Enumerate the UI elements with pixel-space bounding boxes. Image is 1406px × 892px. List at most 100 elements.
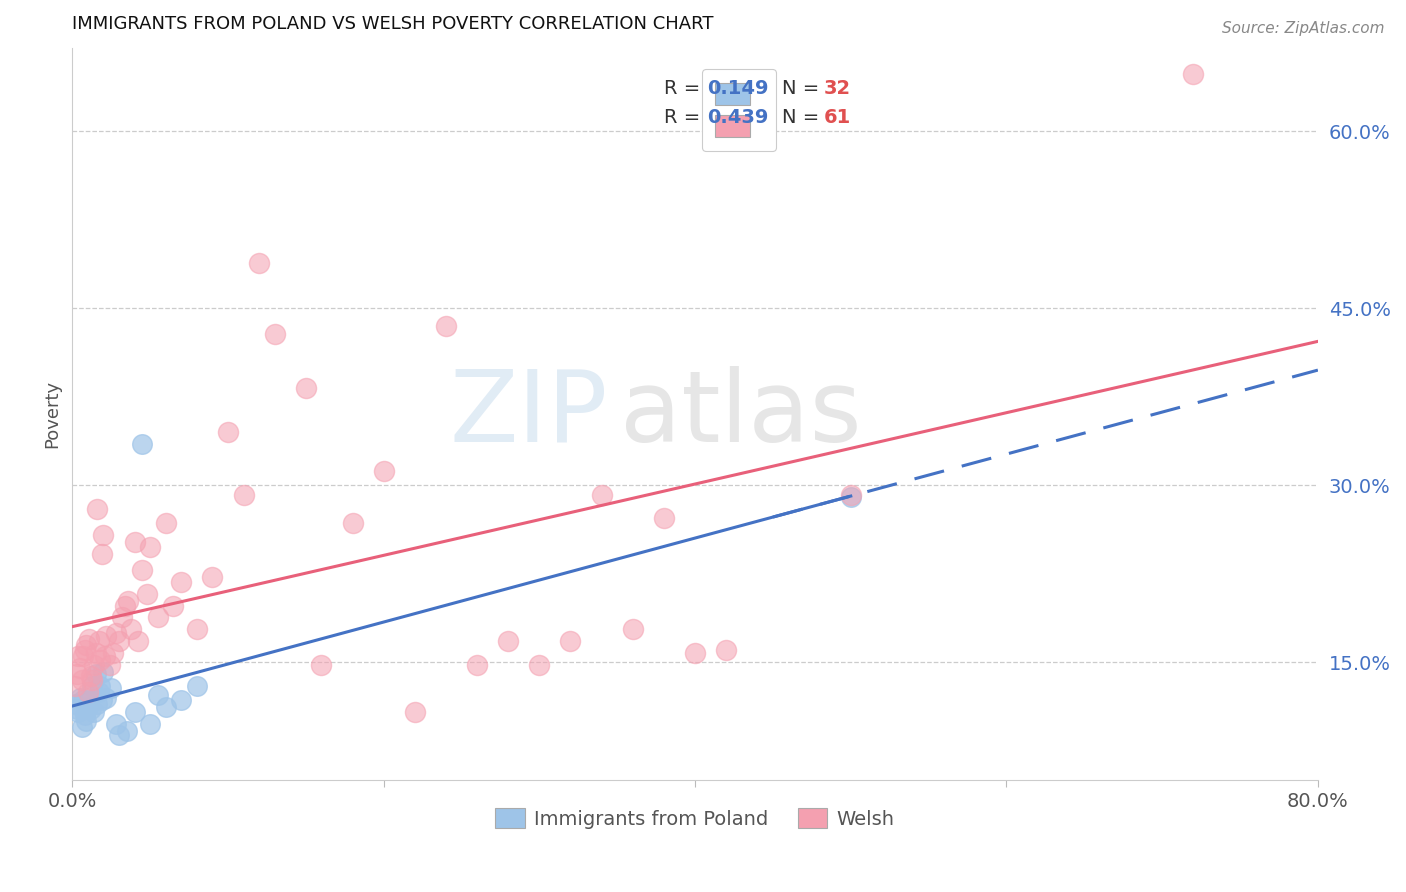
Point xyxy=(66,667,89,681)
Point xyxy=(131,563,153,577)
Point xyxy=(104,625,127,640)
Point xyxy=(73,708,96,723)
Point xyxy=(683,646,706,660)
Point xyxy=(621,622,644,636)
Point xyxy=(72,649,94,664)
Point xyxy=(67,649,90,664)
Point xyxy=(139,540,162,554)
Point xyxy=(89,653,111,667)
Text: 0.439: 0.439 xyxy=(707,109,769,128)
Point xyxy=(108,728,131,742)
Point xyxy=(83,657,105,672)
Y-axis label: Poverty: Poverty xyxy=(44,380,60,449)
Point xyxy=(263,327,285,342)
Point xyxy=(82,679,104,693)
Point xyxy=(311,657,333,672)
Point xyxy=(162,599,184,613)
Point xyxy=(124,534,146,549)
Point xyxy=(404,705,426,719)
Text: 0.149: 0.149 xyxy=(707,79,769,98)
Point xyxy=(217,425,239,439)
Point xyxy=(104,716,127,731)
Point xyxy=(87,634,110,648)
Point xyxy=(90,547,112,561)
Point xyxy=(591,488,613,502)
Point xyxy=(186,622,208,636)
Point xyxy=(93,528,115,542)
Point xyxy=(86,501,108,516)
Point xyxy=(139,716,162,731)
Point xyxy=(146,610,169,624)
Point xyxy=(434,318,457,333)
Point xyxy=(496,634,519,648)
Point xyxy=(232,488,254,502)
Legend: Immigrants from Poland, Welsh: Immigrants from Poland, Welsh xyxy=(488,800,903,837)
Point xyxy=(75,638,97,652)
Point xyxy=(86,697,108,711)
Point xyxy=(66,702,89,716)
Point xyxy=(65,697,87,711)
Point xyxy=(98,657,121,672)
Point xyxy=(117,594,139,608)
Point xyxy=(72,693,94,707)
Point xyxy=(101,646,124,660)
Point xyxy=(465,657,488,672)
Point xyxy=(89,679,111,693)
Point xyxy=(170,574,193,589)
Point xyxy=(529,657,551,672)
Point xyxy=(247,256,270,270)
Point xyxy=(1182,67,1205,81)
Point xyxy=(120,622,142,636)
Point xyxy=(652,511,675,525)
Point xyxy=(170,693,193,707)
Point xyxy=(201,570,224,584)
Point xyxy=(294,381,316,395)
Point xyxy=(560,634,582,648)
Text: IMMIGRANTS FROM POLAND VS WELSH POVERTY CORRELATION CHART: IMMIGRANTS FROM POLAND VS WELSH POVERTY … xyxy=(72,15,714,33)
Point xyxy=(83,705,105,719)
Point xyxy=(94,649,117,664)
Point xyxy=(70,720,93,734)
Point xyxy=(70,673,93,687)
Point xyxy=(79,693,101,707)
Point xyxy=(84,667,107,681)
Point xyxy=(342,516,364,530)
Point xyxy=(373,464,395,478)
Point xyxy=(96,690,118,705)
Point xyxy=(155,516,177,530)
Point xyxy=(155,700,177,714)
Point xyxy=(76,700,98,714)
Point xyxy=(65,679,87,693)
Point xyxy=(93,665,115,679)
Point xyxy=(115,723,138,738)
Text: Source: ZipAtlas.com: Source: ZipAtlas.com xyxy=(1222,21,1385,37)
Point xyxy=(100,681,122,696)
Point xyxy=(716,643,738,657)
Point xyxy=(186,679,208,693)
Point xyxy=(136,587,159,601)
Point xyxy=(114,599,136,613)
Point xyxy=(839,488,862,502)
Point xyxy=(76,685,98,699)
Point xyxy=(69,661,91,675)
Point xyxy=(96,629,118,643)
Point xyxy=(111,610,134,624)
Point xyxy=(87,685,110,699)
Point xyxy=(79,632,101,646)
Point xyxy=(69,690,91,705)
Point xyxy=(124,705,146,719)
Point xyxy=(75,714,97,729)
Text: 32: 32 xyxy=(824,79,851,98)
Point xyxy=(839,490,862,504)
Text: atlas: atlas xyxy=(620,366,862,463)
Point xyxy=(82,673,104,687)
Text: R =: R = xyxy=(664,79,706,98)
Text: N =: N = xyxy=(782,109,825,128)
Text: 61: 61 xyxy=(824,109,851,128)
Point xyxy=(90,693,112,707)
Text: ZIP: ZIP xyxy=(450,366,607,463)
Point xyxy=(67,705,90,719)
Text: R =: R = xyxy=(664,109,706,128)
Point xyxy=(108,634,131,648)
Point xyxy=(146,689,169,703)
